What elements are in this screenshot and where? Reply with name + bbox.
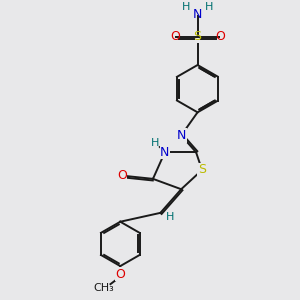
Text: N: N (193, 8, 202, 21)
Text: H: H (151, 138, 160, 148)
Text: H: H (166, 212, 174, 222)
Text: O: O (117, 169, 127, 182)
Text: S: S (198, 164, 206, 176)
Text: N: N (176, 129, 186, 142)
Text: CH₃: CH₃ (94, 283, 114, 293)
Text: H: H (205, 2, 214, 12)
Text: H: H (182, 2, 190, 12)
Text: O: O (170, 30, 180, 44)
Text: N: N (160, 146, 170, 159)
Text: S: S (194, 30, 202, 44)
Text: O: O (115, 268, 125, 281)
Text: O: O (215, 30, 225, 44)
